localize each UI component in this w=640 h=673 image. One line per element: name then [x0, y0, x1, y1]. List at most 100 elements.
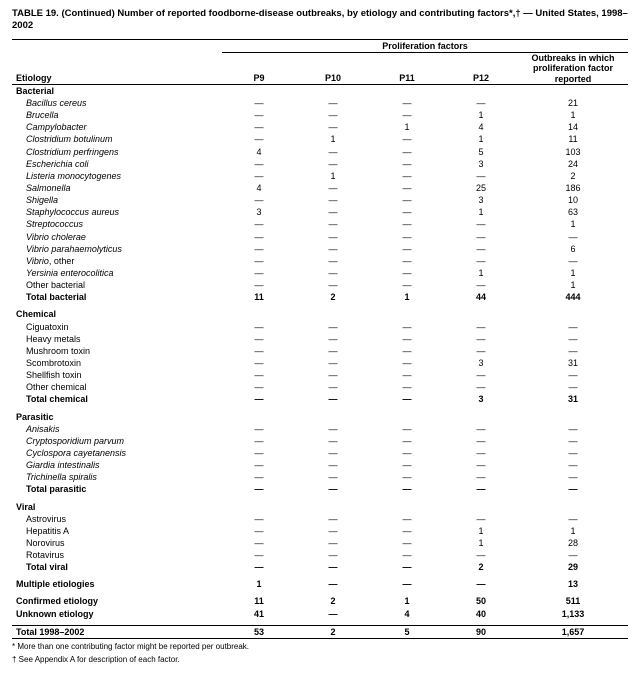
- row-value: [518, 308, 628, 320]
- row-value: —: [518, 369, 628, 381]
- row-value: 41: [222, 608, 296, 620]
- row-value: —: [518, 483, 628, 495]
- row-value: —: [296, 267, 370, 279]
- row-value: [370, 411, 444, 423]
- row-value: 1: [444, 525, 518, 537]
- superheader: Proliferation factors: [222, 39, 628, 52]
- row-label: Vibrio, other: [12, 255, 222, 267]
- row-value: 6: [518, 243, 628, 255]
- row-value: —: [444, 578, 518, 590]
- row-label: Total 1998–2002: [12, 625, 222, 638]
- row-value: —: [444, 170, 518, 182]
- data-table: Proliferation factors Outbreaks in which…: [12, 39, 628, 639]
- footnote: * More than one contributing factor migh…: [12, 642, 628, 652]
- row-label: Yersinia enterocolitica: [12, 267, 222, 279]
- table-title: TABLE 19. (Continued) Number of reported…: [12, 8, 628, 33]
- row-value: 1: [518, 218, 628, 230]
- row-label: Ciguatoxin: [12, 321, 222, 333]
- row-value: 1: [296, 170, 370, 182]
- row-value: —: [444, 483, 518, 495]
- row-value: —: [444, 423, 518, 435]
- row-value: —: [222, 218, 296, 230]
- row-value: 31: [518, 393, 628, 405]
- row-value: —: [296, 357, 370, 369]
- row-value: —: [296, 435, 370, 447]
- row-value: 31: [518, 357, 628, 369]
- row-value: —: [370, 109, 444, 121]
- row-value: —: [222, 121, 296, 133]
- row-value: —: [296, 549, 370, 561]
- row-label: Chemical: [12, 308, 222, 320]
- row-value: 103: [518, 146, 628, 158]
- row-value: 10: [518, 194, 628, 206]
- row-label: Confirmed etiology: [12, 595, 222, 607]
- row-value: 444: [518, 291, 628, 303]
- row-value: —: [518, 321, 628, 333]
- row-value: [444, 84, 518, 97]
- row-label: Listeria monocytogenes: [12, 170, 222, 182]
- row-value: —: [296, 525, 370, 537]
- row-value: —: [370, 578, 444, 590]
- row-label: Vibrio parahaemolyticus: [12, 243, 222, 255]
- row-value: —: [296, 146, 370, 158]
- row-value: —: [296, 182, 370, 194]
- row-value: —: [296, 158, 370, 170]
- row-value: 50: [444, 595, 518, 607]
- row-value: —: [518, 471, 628, 483]
- row-value: —: [444, 231, 518, 243]
- row-value: —: [518, 255, 628, 267]
- row-value: —: [296, 333, 370, 345]
- row-value: —: [296, 218, 370, 230]
- row-value: —: [444, 279, 518, 291]
- row-value: —: [296, 255, 370, 267]
- row-value: [518, 411, 628, 423]
- row-value: —: [518, 447, 628, 459]
- row-value: 40: [444, 608, 518, 620]
- row-value: 1: [444, 133, 518, 145]
- row-value: —: [296, 423, 370, 435]
- row-value: [370, 308, 444, 320]
- row-label: Other bacterial: [12, 279, 222, 291]
- row-value: —: [222, 381, 296, 393]
- row-value: —: [518, 549, 628, 561]
- row-value: —: [444, 513, 518, 525]
- row-label: Multiple etiologies: [12, 578, 222, 590]
- row-value: —: [444, 369, 518, 381]
- row-value: —: [370, 97, 444, 109]
- row-value: —: [222, 321, 296, 333]
- row-value: —: [370, 435, 444, 447]
- row-label: Total viral: [12, 561, 222, 573]
- row-value: —: [222, 471, 296, 483]
- row-value: —: [296, 447, 370, 459]
- row-value: —: [296, 471, 370, 483]
- row-value: —: [370, 525, 444, 537]
- row-value: 4: [444, 121, 518, 133]
- row-value: —: [444, 471, 518, 483]
- row-label: Total bacterial: [12, 291, 222, 303]
- row-value: [296, 501, 370, 513]
- row-value: —: [370, 345, 444, 357]
- row-value: —: [518, 423, 628, 435]
- row-label: Vibrio cholerae: [12, 231, 222, 243]
- row-label: Clostridium botulinum: [12, 133, 222, 145]
- row-value: —: [222, 459, 296, 471]
- row-value: —: [296, 121, 370, 133]
- row-label: Other chemical: [12, 381, 222, 393]
- row-label: Norovirus: [12, 537, 222, 549]
- row-label: Trichinella spiralis: [12, 471, 222, 483]
- row-value: —: [222, 267, 296, 279]
- row-value: —: [370, 423, 444, 435]
- row-value: 25: [444, 182, 518, 194]
- row-value: [370, 84, 444, 97]
- row-value: 4: [222, 146, 296, 158]
- row-value: —: [222, 194, 296, 206]
- row-value: —: [370, 146, 444, 158]
- col-p11: P11: [370, 54, 444, 85]
- row-label: Total parasitic: [12, 483, 222, 495]
- row-label: Shigella: [12, 194, 222, 206]
- row-value: 3: [444, 158, 518, 170]
- footnote: † See Appendix A for description of each…: [12, 655, 628, 665]
- row-value: —: [370, 218, 444, 230]
- row-value: 21: [518, 97, 628, 109]
- row-value: 53: [222, 625, 296, 638]
